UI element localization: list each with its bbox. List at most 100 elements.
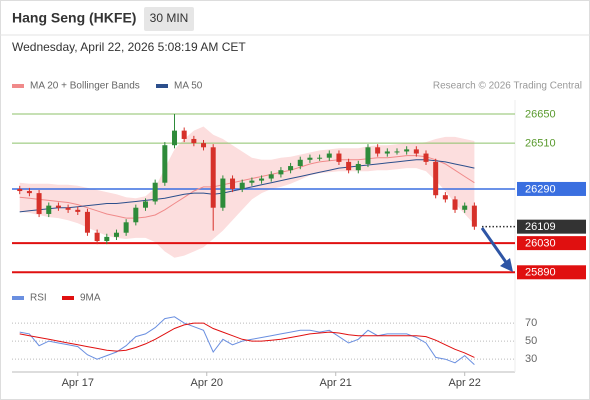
candle (133, 204, 139, 226)
candle-body (375, 147, 381, 154)
interval: 30 MIN (150, 11, 189, 25)
candle (326, 150, 332, 161)
credit: Research © 2026 Trading Central (433, 81, 582, 92)
candle-body (423, 153, 429, 162)
candle-body (201, 143, 207, 148)
candle-body (317, 157, 323, 159)
legend-label: MA 20 + Bollinger Bands (30, 81, 140, 92)
rsi-tick-label: 30 (525, 353, 537, 365)
timestamp: Wednesday, April 22, 2026 5:08:19 AM CET (12, 40, 246, 54)
candle-body (471, 205, 477, 227)
candle (297, 156, 303, 170)
candle-body (404, 149, 410, 152)
candle (471, 202, 477, 230)
candle-body (326, 153, 332, 158)
candle-body (113, 232, 119, 237)
level-label: 26510 (525, 138, 556, 150)
x-tick-label: Apr 21 (320, 377, 352, 389)
candle-body (65, 207, 71, 210)
x-tick-label: Apr 20 (191, 377, 223, 389)
candle (65, 204, 71, 213)
candle (75, 206, 81, 215)
candle-body (172, 130, 178, 146)
level-label: 26290 (525, 183, 556, 195)
candle (365, 144, 371, 168)
level-label: 26650 (525, 108, 556, 120)
candle-body (307, 157, 313, 160)
candle-body (288, 166, 294, 171)
candle-body (220, 178, 226, 208)
candle-body (249, 180, 255, 183)
candle-body (75, 209, 81, 212)
candle-body (84, 211, 90, 233)
candle-body (152, 182, 158, 202)
candle-body (181, 130, 187, 139)
candle (142, 198, 148, 211)
candle (346, 158, 352, 174)
level-label: 26109 (525, 221, 556, 233)
rsi-ma-line (19, 322, 475, 358)
candle (181, 127, 187, 143)
candle (123, 219, 129, 236)
level-label-box (517, 219, 586, 234)
candle-body (26, 191, 32, 194)
candle (104, 233, 110, 245)
ma50-line (19, 159, 475, 213)
candle (113, 229, 119, 240)
candle-body (346, 161, 352, 171)
level-label-box (517, 181, 586, 196)
candle-body (133, 207, 139, 223)
candle (152, 179, 158, 205)
candle-body (268, 174, 274, 179)
candle (375, 144, 381, 157)
candle-body (413, 149, 419, 154)
candle-body (278, 170, 284, 175)
legend-label: 9MA (80, 293, 101, 304)
candle (249, 177, 255, 186)
candle (162, 142, 168, 186)
candle-body (239, 182, 245, 189)
candle (307, 154, 313, 163)
forecast-arrowhead (500, 258, 513, 272)
candle (259, 175, 265, 184)
candle (268, 171, 274, 182)
candle (201, 140, 207, 151)
candle-body (365, 147, 371, 164)
candle-body (36, 193, 42, 214)
candle-body (355, 163, 361, 171)
level-label: 25890 (525, 267, 556, 279)
candle (172, 113, 178, 149)
candle-body (230, 178, 236, 189)
legend-swatch (12, 296, 24, 300)
candle (17, 185, 23, 195)
level-label: 26030 (525, 238, 556, 250)
candle (191, 135, 197, 147)
candle (278, 167, 284, 178)
candle (442, 192, 448, 203)
candle-body (191, 138, 197, 144)
candle (404, 146, 410, 155)
candle (317, 154, 323, 161)
candle (394, 148, 400, 155)
candle-body (442, 195, 448, 200)
candle (210, 144, 216, 231)
candle (220, 175, 226, 211)
candle (433, 158, 439, 199)
candle (26, 187, 32, 197)
candle-body (55, 205, 61, 208)
candle (336, 150, 342, 165)
interval-badge (144, 7, 194, 31)
candle (384, 148, 390, 157)
candle-body (123, 222, 129, 233)
x-tick-label: Apr 17 (62, 377, 94, 389)
candle (462, 202, 468, 213)
candle (36, 190, 42, 218)
x-tick-label: Apr 22 (448, 377, 480, 389)
rsi-tick-label: 70 (525, 317, 537, 329)
legend-swatch (62, 296, 74, 300)
candle-body (336, 153, 342, 162)
candle (230, 175, 236, 193)
candle-body (46, 205, 52, 214)
candle-body (259, 178, 265, 181)
candle (46, 202, 52, 218)
